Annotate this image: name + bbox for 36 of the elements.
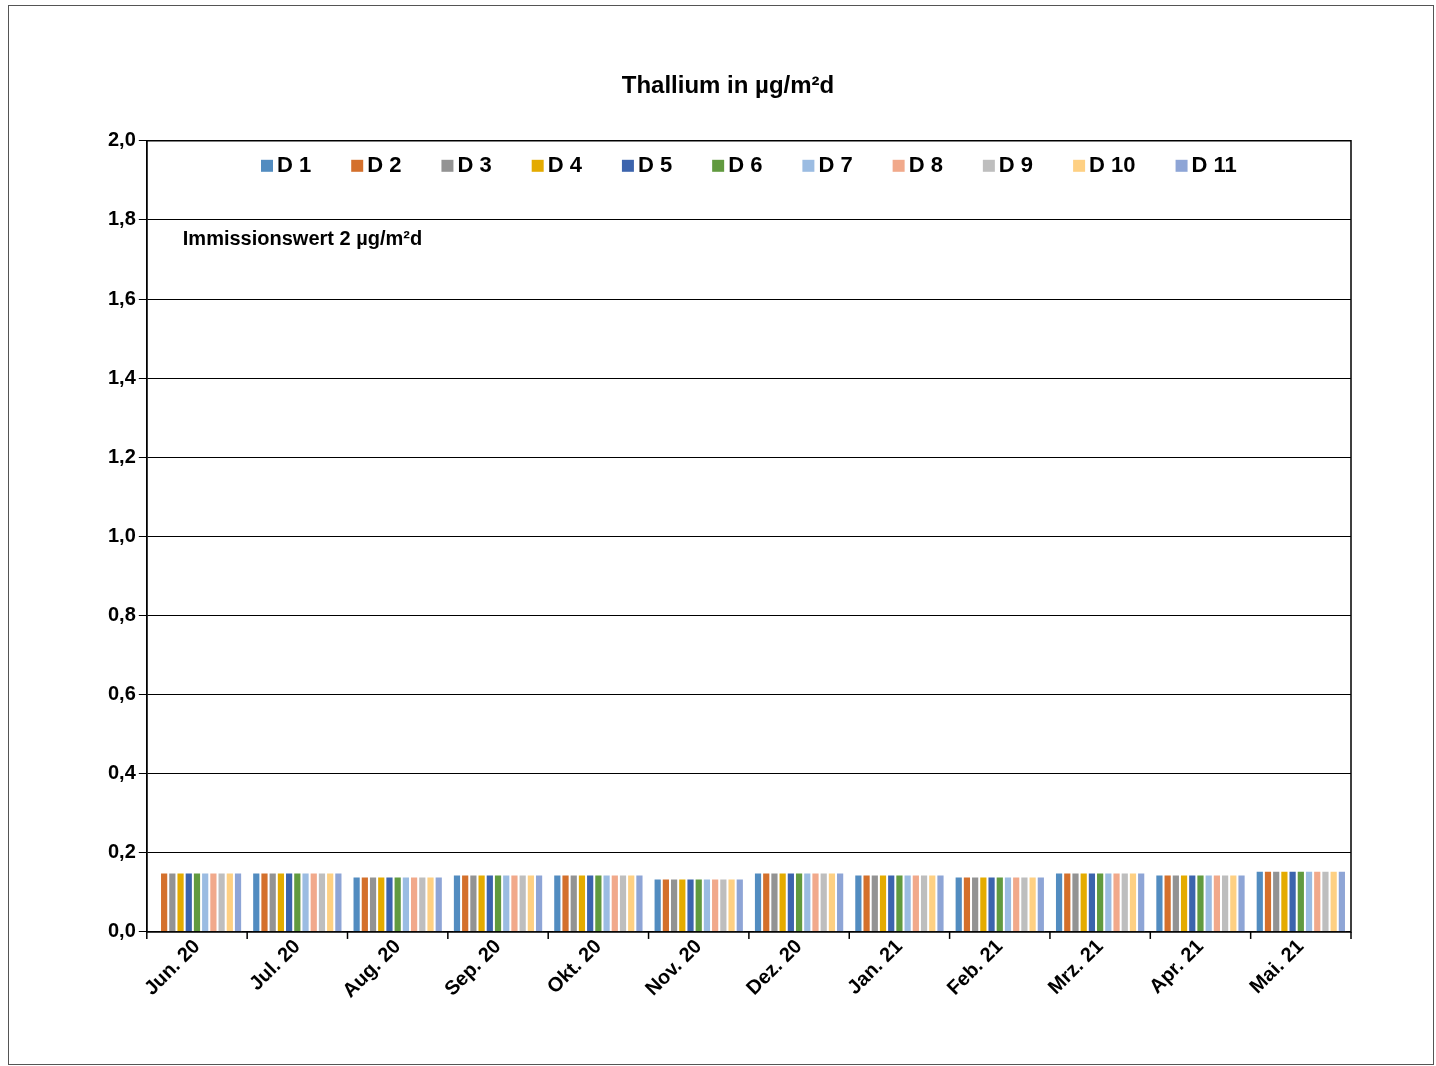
x-tick-label: Jan. 21 xyxy=(842,934,907,999)
y-tick-label: 2,0 xyxy=(107,128,136,151)
chart-title: Thallium in µg/m²d xyxy=(621,71,835,99)
x-tick-label: Jun. 20 xyxy=(139,934,204,999)
x-tick-label: Jul. 20 xyxy=(244,934,305,995)
y-tick-label: 1,6 xyxy=(107,286,136,309)
x-tick-label: Okt. 20 xyxy=(542,934,606,998)
legend-label: D 8 xyxy=(908,151,943,177)
legend-label: D 4 xyxy=(547,151,583,177)
y-tick-label: 1,8 xyxy=(107,207,136,230)
legend-label: D 2 xyxy=(367,151,402,177)
legend-label: D 11 xyxy=(1191,151,1237,177)
legend-label: D 5 xyxy=(637,151,673,177)
legend-label: D 6 xyxy=(728,151,763,177)
x-tick-label: Mai. 21 xyxy=(1244,934,1308,998)
x-tick-label: Aug. 20 xyxy=(337,934,405,1002)
legend-label: D 10 xyxy=(1089,151,1136,177)
legend-label: D 9 xyxy=(998,151,1034,177)
x-tick-label: Mrz. 21 xyxy=(1043,934,1107,999)
y-tick-label: 0,0 xyxy=(107,919,136,942)
y-tick-label: 0,8 xyxy=(107,603,136,626)
y-tick-label: 1,0 xyxy=(107,523,136,546)
x-tick-label: Dez. 20 xyxy=(741,934,806,999)
y-tick-label: 0,4 xyxy=(107,761,137,784)
annotation: Immissionswert 2 µg/m²d xyxy=(182,227,423,250)
legend-label: D 1 xyxy=(276,151,312,177)
y-tick-label: 0,6 xyxy=(107,682,136,705)
x-tick-label: Apr. 21 xyxy=(1144,934,1208,998)
y-tick-label: 1,2 xyxy=(107,444,136,467)
y-tick-label: 1,4 xyxy=(107,365,137,388)
x-tick-label: Feb. 21 xyxy=(942,934,1007,999)
x-tick-label: Sep. 20 xyxy=(439,934,505,1000)
y-tick-label: 0,2 xyxy=(107,840,136,863)
x-tick-label: Nov. 20 xyxy=(640,934,706,1000)
legend-label: D 3 xyxy=(457,151,492,177)
legend-label: D 7 xyxy=(818,151,853,177)
